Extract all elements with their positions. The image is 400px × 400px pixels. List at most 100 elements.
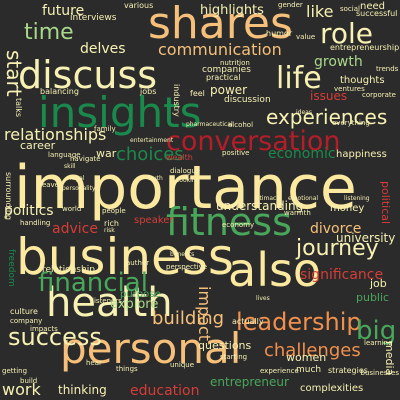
word-divorce: divorce	[310, 221, 362, 237]
word-entrepreneurship: entrepreneurship	[330, 43, 400, 52]
word-complexities: complexities	[300, 383, 364, 394]
word-people: people	[102, 207, 126, 215]
word-happiness: happiness	[336, 149, 387, 160]
word-experience: experience	[260, 367, 299, 375]
word-humor: humor	[266, 29, 293, 38]
word-highlights: highlights	[200, 3, 264, 18]
word-life: life	[276, 61, 322, 96]
word-corporate: corporate	[362, 91, 396, 99]
word-thoughts: thoughts	[340, 75, 385, 86]
word-challenges: challenges	[264, 340, 361, 361]
word-delves: delves	[80, 41, 126, 57]
word-social: social	[340, 5, 360, 13]
word-issues: issues	[310, 89, 348, 103]
word-political: political	[379, 181, 392, 225]
word-success: success	[8, 323, 102, 351]
word-pharmaceutical: pharmaceutical	[186, 121, 233, 128]
word-time: time	[24, 20, 74, 45]
word-conversation: conversation	[166, 126, 341, 157]
word-building: building	[152, 308, 225, 329]
word-future: future	[42, 3, 85, 19]
word-benefits: benefits	[170, 251, 195, 258]
word-balancing: balancing	[40, 87, 79, 96]
word-gender: gender	[278, 1, 303, 9]
word-truth: truth	[148, 175, 163, 182]
word-women: women	[286, 351, 327, 364]
word-money: money	[330, 203, 365, 214]
word-shares: shares	[148, 0, 293, 49]
word-emotional: emotional	[288, 195, 319, 202]
word-unique: unique	[170, 361, 195, 369]
word-author: author	[126, 259, 150, 267]
word-trends: trends	[376, 65, 399, 73]
word-handling: handling	[20, 219, 51, 227]
word-company: company	[10, 317, 43, 325]
word-significance: significance	[300, 267, 384, 283]
word-speaker: speaker	[134, 215, 174, 226]
word-politics: politics	[4, 203, 54, 219]
word-public: public	[356, 291, 390, 304]
word-advice: advice	[52, 221, 98, 237]
word-also: also	[228, 243, 322, 297]
word-rich: rich	[104, 219, 119, 228]
word-world: world	[62, 205, 82, 213]
word-listening: listening	[344, 195, 370, 202]
word-relationship: relationship	[42, 265, 95, 275]
word-things: things	[116, 365, 138, 373]
word-practical: practical	[206, 73, 241, 82]
word-discuss: discuss	[18, 53, 158, 97]
word-choices: choices	[116, 144, 184, 165]
word-purpose: purpose	[120, 289, 161, 300]
word-impacts: impacts	[30, 325, 58, 333]
word-value: value	[296, 33, 316, 41]
word-economic: economic	[268, 146, 336, 162]
word-freedom: freedom	[6, 249, 16, 287]
word-career: career	[20, 139, 56, 152]
word-ideas: ideas	[296, 109, 312, 116]
word-intimacy: intimacy	[254, 195, 280, 202]
word-much: much	[296, 365, 322, 375]
word-dialogue: dialogue	[170, 167, 201, 175]
word-wealth: wealth	[166, 153, 193, 162]
word-communication: communication	[158, 40, 282, 59]
word-positive: positive	[222, 149, 250, 157]
word-questions: questions	[198, 339, 252, 352]
word-leave: leave	[40, 181, 59, 189]
word-starting: starting	[220, 353, 248, 361]
word-jobs: jobs	[140, 87, 157, 96]
word-warmth: warmth	[284, 209, 311, 217]
word-ventures: ventures	[334, 85, 365, 93]
word-journey: journey	[296, 236, 379, 261]
word-like: like	[306, 2, 334, 21]
word-family: family	[94, 125, 116, 133]
word-job: job	[370, 277, 387, 290]
word-surrounding: surrounding	[4, 172, 13, 220]
word-legal: legal	[70, 175, 85, 182]
word-hear: hear	[86, 359, 102, 367]
word-war: war	[96, 147, 117, 160]
word-financial: financial	[38, 268, 148, 298]
word-economy: economy	[222, 221, 255, 229]
word-learning: learning	[364, 339, 393, 347]
word-various: various	[124, 1, 154, 10]
word-impact: impact	[195, 286, 214, 342]
word-listeners: listeners	[92, 297, 122, 305]
word-interviews: interviews	[70, 13, 117, 23]
word-insights: insights	[38, 88, 202, 137]
word-successful: successful	[356, 9, 398, 18]
word-businesses: businesses	[360, 369, 399, 377]
word-build: build	[20, 377, 38, 385]
word-role: role	[320, 17, 374, 50]
word-discussion: discussion	[224, 95, 271, 105]
word-importance: importance	[14, 153, 357, 223]
word-feel: feel	[190, 89, 205, 98]
word-relationships: relationships	[4, 125, 107, 144]
word-need: need	[360, 1, 385, 12]
word-risk: risk	[104, 227, 115, 234]
word-growth: growth	[314, 54, 363, 70]
word-actually: actually	[232, 317, 264, 326]
word-navigate: navigate	[70, 155, 101, 163]
word-education: education	[130, 383, 200, 399]
word-health: health	[46, 280, 173, 326]
